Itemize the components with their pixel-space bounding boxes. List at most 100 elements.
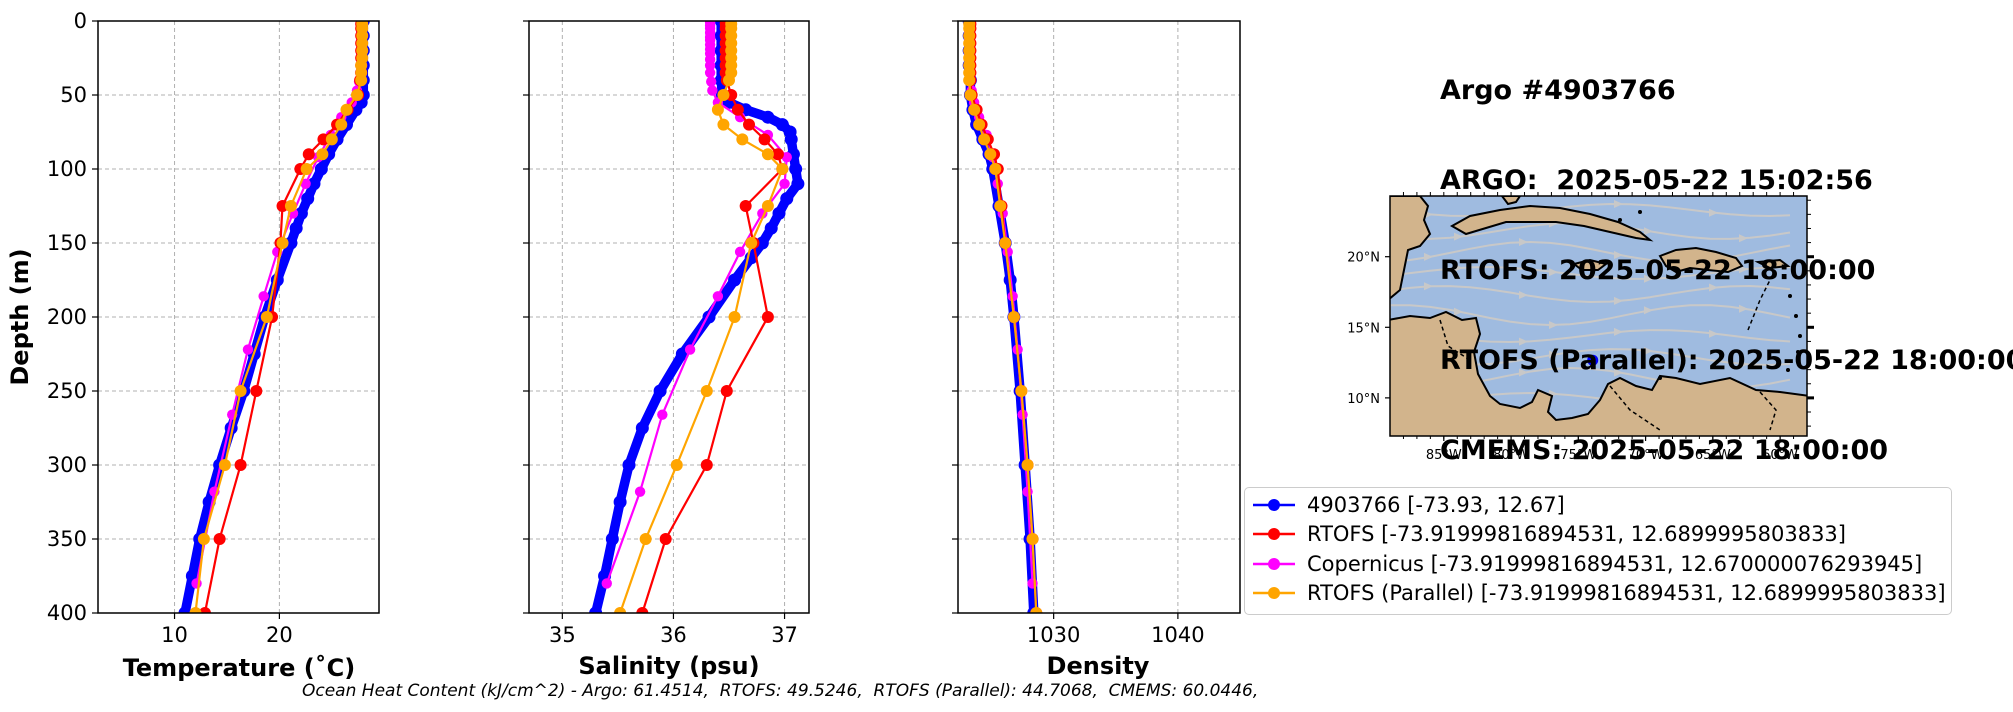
figure-title: Argo #4903766 ARGO: 2025-05-22 15:02:56 … — [1440, 16, 2013, 496]
data-point-copernicus — [706, 76, 717, 87]
map-x-tick-label: 70°W — [1628, 448, 1664, 463]
x-tick-label: 35 — [549, 623, 576, 647]
streamline-arrow — [1549, 268, 1558, 277]
streamline-arrow — [1519, 291, 1528, 300]
series-line-copernicus — [605, 22, 788, 584]
data-point-argo — [622, 458, 636, 472]
streamline — [1390, 202, 1791, 218]
streamline-arrow — [1644, 306, 1653, 315]
data-point-rtofs_parallel — [736, 133, 749, 146]
data-point-rtofs — [739, 200, 752, 212]
title-float-id: Argo #4903766 — [1440, 75, 1676, 106]
data-point-argo — [764, 221, 778, 235]
data-point-rtofs_parallel — [350, 89, 363, 101]
data-point-rtofs_parallel — [260, 311, 273, 323]
y-tick-label: 0 — [74, 9, 87, 33]
country-borders — [1439, 279, 1777, 431]
streamline-arrow — [1519, 368, 1528, 377]
legend-item-argo: 4903766 [-73.93, 12.67] — [1253, 491, 1565, 519]
data-point-copernicus — [258, 291, 269, 302]
data-point-rtofs_parallel — [728, 311, 741, 323]
legend-marker-argo — [1253, 499, 1295, 511]
y-tick-label: 300 — [47, 453, 87, 477]
data-point-argo — [789, 162, 803, 176]
data-point-rtofs_parallel — [964, 89, 977, 101]
data-point-rtofs — [743, 118, 755, 131]
data-point-rtofs_parallel — [1030, 607, 1043, 613]
streamline-arrow — [1614, 251, 1623, 260]
data-point-copernicus — [657, 409, 668, 420]
title-cmems-time: CMEMS: 2025-05-22 18:00:00 — [1440, 435, 1889, 466]
streamline-arrow — [1739, 234, 1748, 243]
argo-float-marker — [1587, 354, 1599, 366]
streamline-arrow — [1739, 304, 1748, 313]
central-america-land — [1390, 310, 1807, 436]
data-point-rtofs — [317, 133, 330, 146]
data-point-argo — [307, 177, 321, 191]
data-point-copernicus — [781, 151, 792, 163]
data-point-rtofs_parallel — [978, 133, 991, 146]
data-point-rtofs_parallel — [1015, 385, 1028, 397]
data-point-argo — [613, 495, 627, 509]
data-point-rtofs_parallel — [999, 237, 1012, 249]
data-point-rtofs — [659, 533, 672, 545]
legend-item-copernicus: Copernicus [-73.91999816894531, 12.67000… — [1253, 550, 1922, 578]
data-point-rtofs_parallel — [711, 103, 724, 116]
data-point-rtofs — [213, 533, 226, 545]
y-tick-label: 200 — [47, 305, 87, 329]
data-point-argo — [178, 606, 192, 613]
map-x-tick-label: 75°W — [1560, 448, 1596, 463]
data-point-rtofs_parallel — [968, 103, 981, 116]
data-point-rtofs_parallel — [973, 118, 986, 131]
data-point-argo — [728, 273, 742, 287]
data-point-rtofs — [636, 607, 649, 613]
data-point-rtofs_parallel — [355, 74, 368, 87]
x-tick-label: 37 — [771, 623, 798, 647]
series-line-rtofs_parallel — [194, 24, 364, 613]
data-point-rtofs — [761, 311, 774, 323]
data-point-rtofs_parallel — [1026, 533, 1039, 545]
small-islands — [1618, 210, 1802, 380]
data-point-rtofs_parallel — [300, 163, 313, 175]
data-point-copernicus — [634, 486, 646, 497]
streamline-arrow — [1454, 307, 1463, 316]
density-profile-panel: 1030 1040 — [952, 20, 1241, 647]
legend: 4903766 [-73.93, 12.67] RTOFS [-73.91999… — [1244, 487, 1952, 615]
streamline-arrow — [1454, 263, 1463, 272]
map-x-tick-label: 60°W — [1762, 448, 1798, 463]
title-rtofs-time: RTOFS: 2025-05-22 18:00:00 — [1440, 255, 1876, 286]
data-point-rtofs_parallel — [717, 89, 730, 101]
data-point-copernicus — [704, 60, 716, 71]
streamline-arrow — [1644, 227, 1653, 236]
data-point-copernicus — [601, 578, 612, 589]
y-tick-label: 250 — [47, 379, 87, 403]
streamline-arrow — [1549, 350, 1558, 359]
data-point-rtofs_parallel — [234, 385, 247, 397]
data-point-copernicus — [779, 178, 790, 189]
legend-item-rtofs-parallel: RTOFS (Parallel) [-73.91999816894531, 12… — [1253, 579, 1946, 607]
grid-lines — [98, 20, 379, 614]
temperature-axis-label: Temperature (˚C) — [123, 654, 356, 682]
temperature-profile-panel: 0 50 100 150 200 250 300 350 400 10 20 — [47, 9, 380, 647]
data-point-argo — [791, 177, 805, 191]
streamline-arrow — [1644, 274, 1653, 283]
data-point-rtofs_parallel — [717, 118, 730, 131]
data-point-copernicus — [242, 344, 254, 355]
data-point-rtofs_parallel — [761, 200, 774, 212]
data-point-argo — [284, 236, 298, 250]
map-frame — [1389, 195, 1808, 437]
data-point-rtofs_parallel — [284, 200, 297, 212]
data-point-copernicus — [1027, 578, 1038, 589]
streamline-arrow — [1739, 360, 1748, 369]
y-tick-label: 350 — [47, 527, 87, 551]
streamline-arrow — [1709, 283, 1718, 292]
data-point-copernicus — [734, 246, 746, 258]
data-point-rtofs — [771, 148, 784, 161]
salinity-axis-label: Salinity (psu) — [578, 652, 759, 680]
florida-land — [1500, 196, 1522, 206]
streamline-arrow — [1614, 296, 1623, 305]
data-point-rtofs — [198, 607, 211, 613]
data-point-rtofs_parallel — [189, 607, 202, 613]
x-tick-label: 1030 — [1027, 623, 1080, 647]
